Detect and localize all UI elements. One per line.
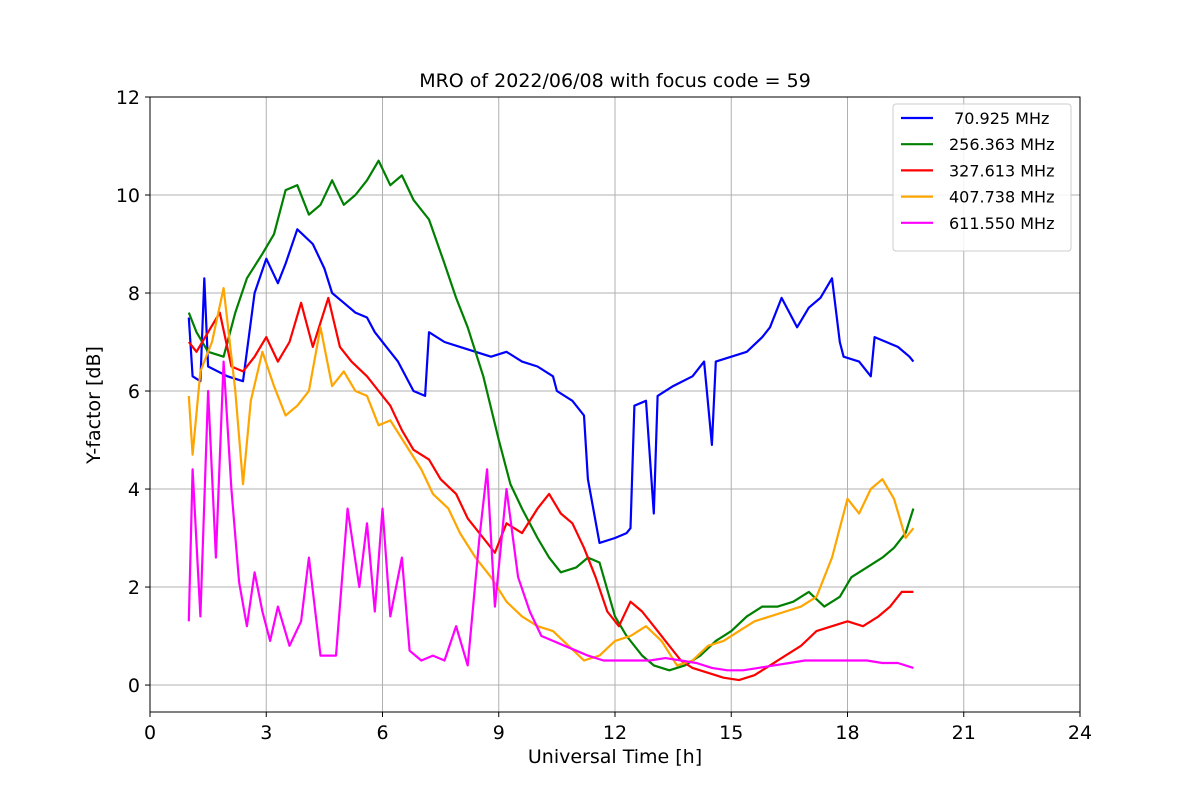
series-line-5 <box>187 360 914 672</box>
legend-label: 256.363 MHz <box>949 135 1054 154</box>
series-line-4 <box>187 287 915 667</box>
series-layer <box>187 159 915 682</box>
x-tick-label: 0 <box>144 722 156 744</box>
y-tick-label: 0 <box>128 675 140 697</box>
chart-title: MRO of 2022/06/08 with focus code = 59 <box>419 70 811 92</box>
series-line-3 <box>187 296 914 682</box>
legend-label: 327.613 MHz <box>949 161 1054 180</box>
legend-label: 611.550 MHz <box>949 214 1054 233</box>
series-line-1 <box>187 228 915 544</box>
x-tick-label: 6 <box>376 722 388 744</box>
legend-label: 407.738 MHz <box>949 188 1054 207</box>
x-tick-label: 15 <box>719 722 743 744</box>
x-tick-label: 9 <box>493 722 505 744</box>
y-tick-label: 8 <box>128 283 140 305</box>
legend-label: 70.925 MHz <box>949 109 1049 128</box>
y-tick-label: 12 <box>116 87 140 109</box>
y-axis-title: Y-factor [dB] <box>83 346 105 465</box>
x-tick-label: 3 <box>260 722 272 744</box>
x-tick-label: 21 <box>952 722 976 744</box>
y-tick-label: 6 <box>128 381 140 403</box>
y-tick-label: 2 <box>128 577 140 599</box>
x-tick-label: 24 <box>1068 722 1092 744</box>
y-tick-label: 4 <box>128 479 140 501</box>
x-tick-label: 12 <box>603 722 627 744</box>
x-axis-title: Universal Time [h] <box>528 746 702 768</box>
y-tick-label: 10 <box>116 185 140 207</box>
series-line-2 <box>187 159 915 672</box>
legend: 70.925 MHz 256.363 MHz 327.613 MHz 407.738 … <box>892 103 1072 252</box>
x-tick-label: 18 <box>835 722 859 744</box>
legend-box <box>892 103 1072 252</box>
